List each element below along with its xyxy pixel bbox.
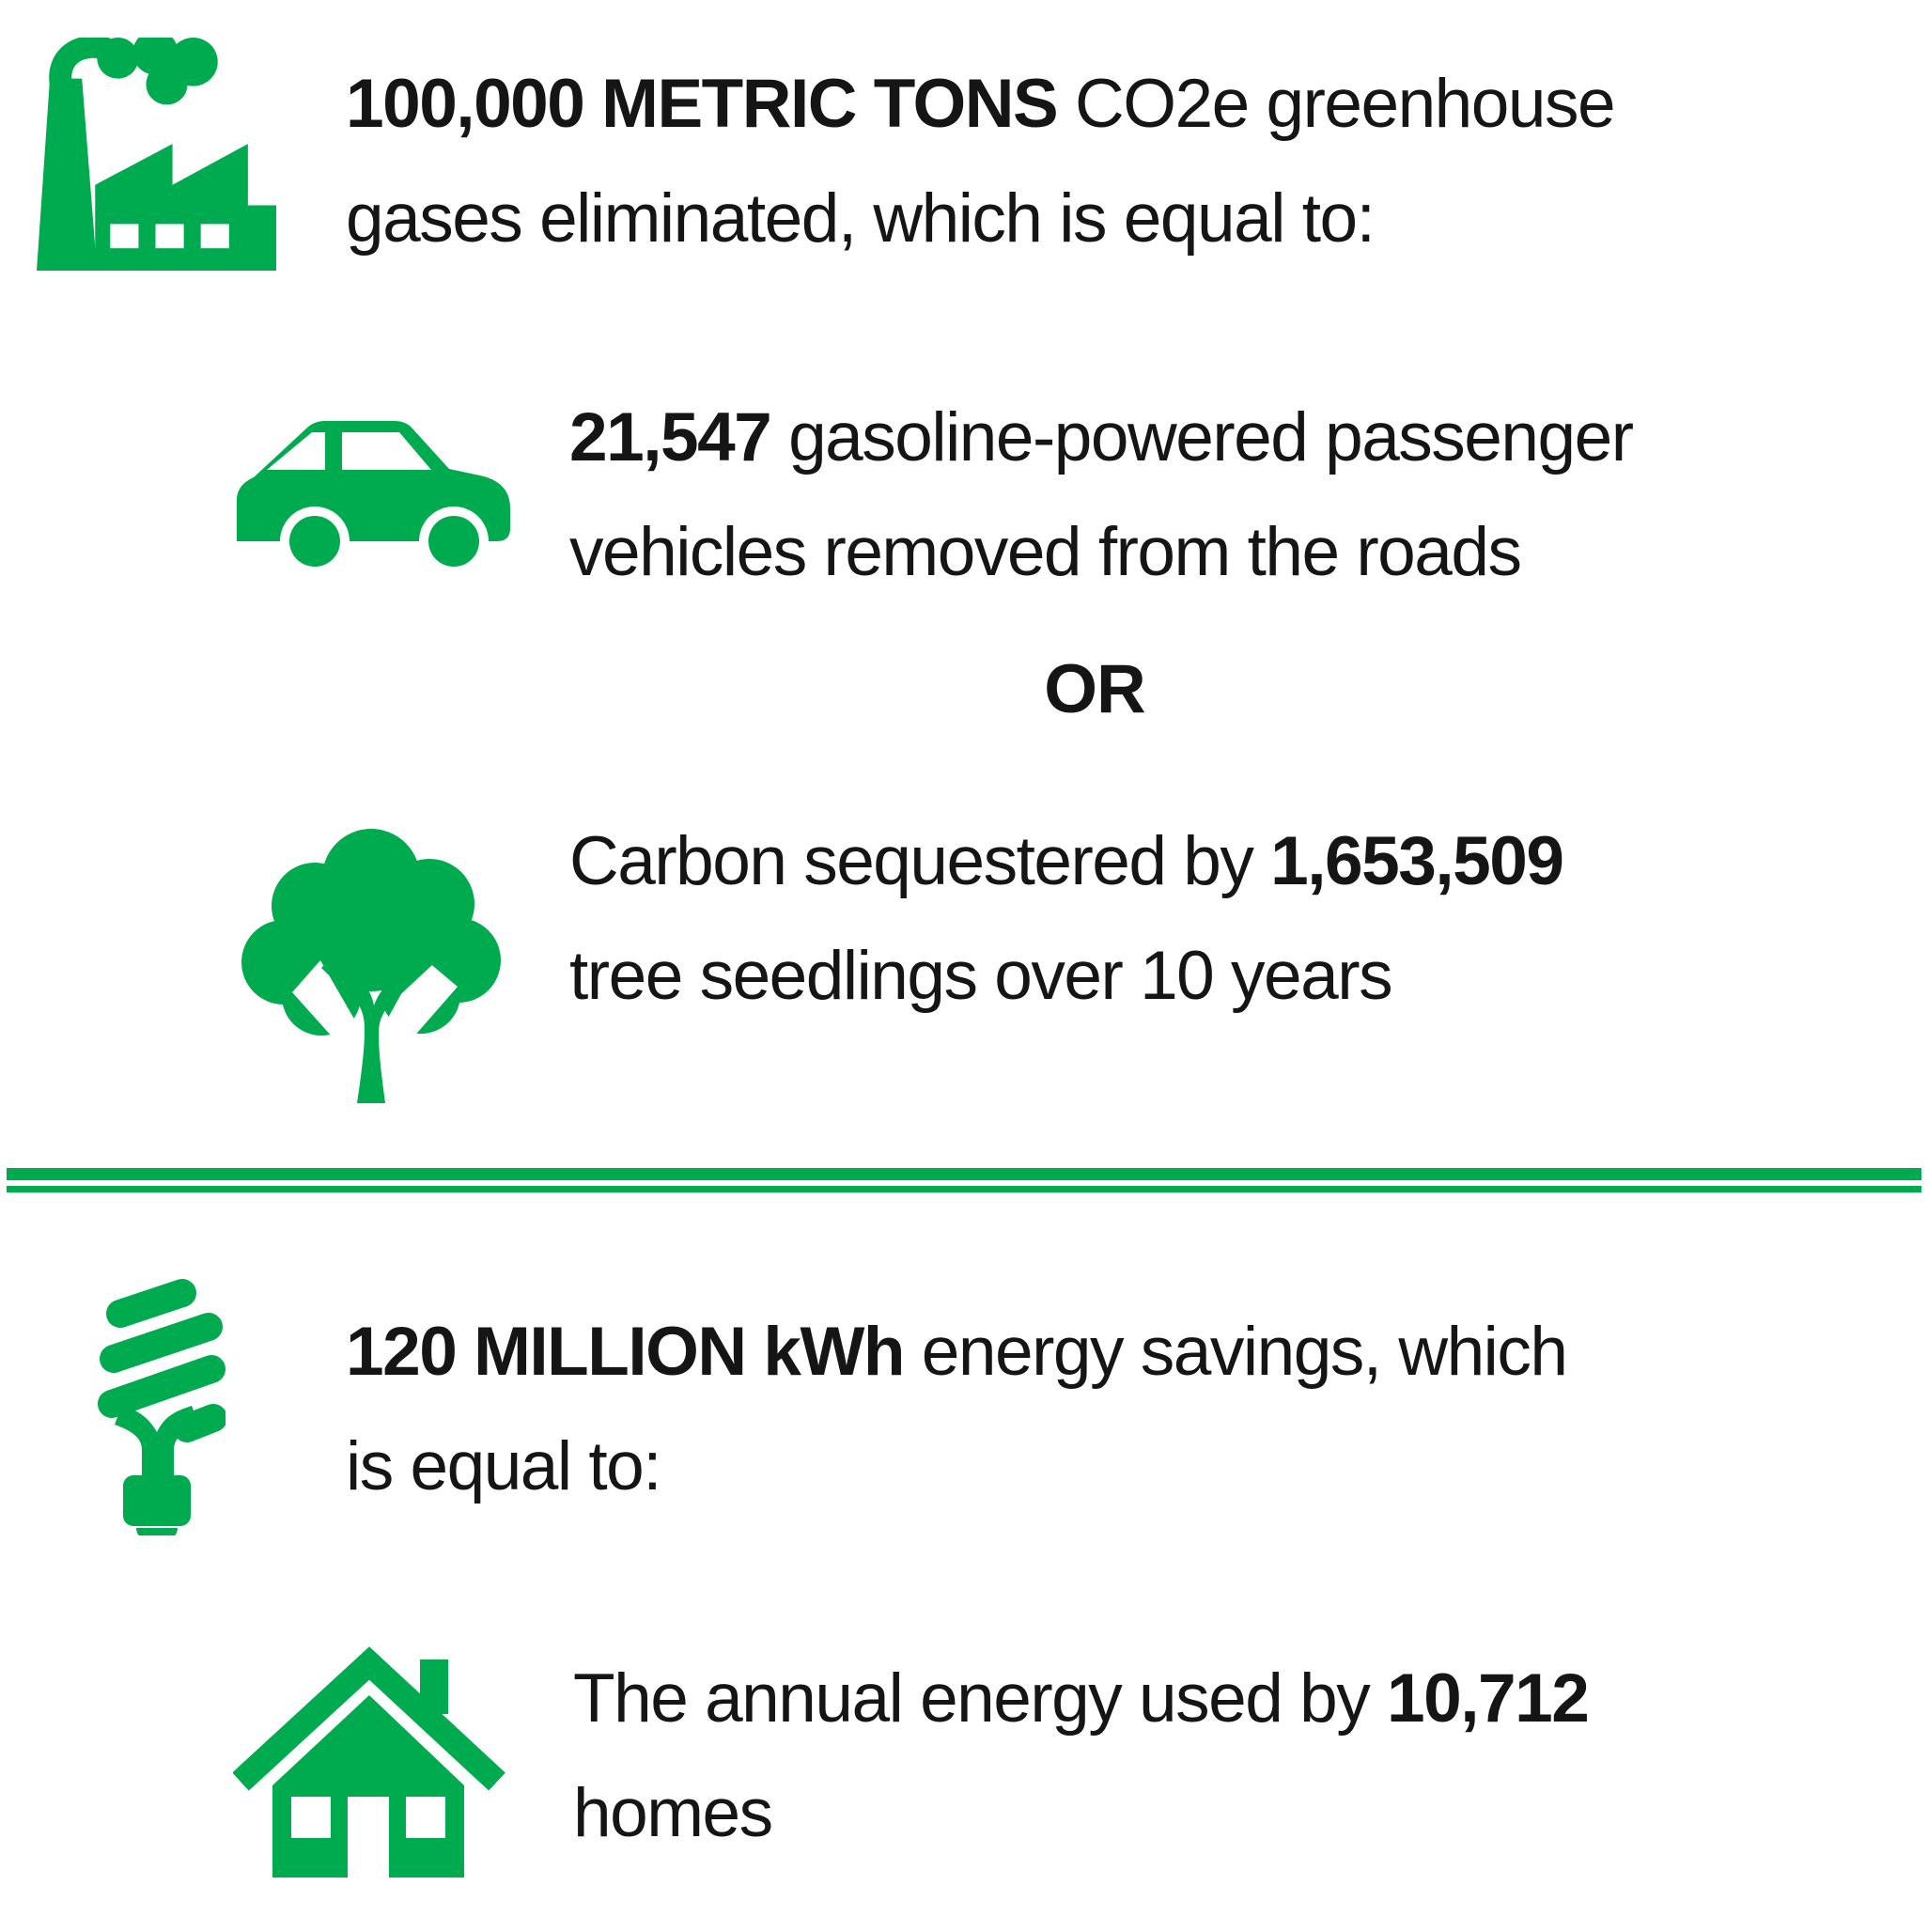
or-label: OR — [1044, 651, 1146, 727]
intro-line-1: 100,000 METRIC TONS CO2e greenhouse — [346, 47, 1616, 162]
bold-segment: 21,547 — [569, 399, 772, 475]
text-segment: gasoline-powered passenger — [770, 399, 1634, 475]
divider-thin-line — [7, 1186, 1921, 1192]
tree-icon — [230, 819, 512, 1103]
text-segment: is equal to: — [346, 1428, 662, 1504]
text-segment: Carbon sequestered by — [569, 823, 1271, 899]
factory-icon — [31, 38, 280, 271]
house-icon — [233, 1643, 505, 1877]
trees-line-2: tree seedlings over 10 years — [569, 919, 1563, 1034]
text-segment: homes — [573, 1775, 773, 1851]
text-segment: energy savings, which — [904, 1314, 1568, 1390]
text-segment: gases eliminated, which is equal to: — [346, 180, 1376, 257]
intro-line-2: gases eliminated, which is equal to: — [346, 162, 1614, 276]
vehicles-text: 21,547 gasoline-powered passenger vehicl… — [569, 381, 1634, 610]
text-segment: tree seedlings over 10 years — [569, 938, 1393, 1014]
energy-text: 120 MILLION kWh energy savings, which is… — [346, 1295, 1568, 1524]
bold-segment: 10,712 — [1387, 1660, 1590, 1737]
energy-line-2: is equal to: — [346, 1410, 1567, 1524]
vehicles-line-2: vehicles removed from the roads — [569, 495, 1633, 610]
vehicles-line-1: 21,547 gasoline-powered passenger — [569, 381, 1634, 495]
cfl-bulb-icon — [88, 1278, 225, 1535]
text-segment: CO2e greenhouse — [1057, 66, 1616, 142]
trees-line-1: Carbon sequestered by 1,653,509 — [569, 804, 1564, 919]
intro-text: 100,000 METRIC TONS CO2e greenhouse gase… — [346, 47, 1616, 276]
trees-text: Carbon sequestered by 1,653,509 tree see… — [569, 804, 1564, 1034]
text-segment: vehicles removed from the roads — [569, 514, 1522, 590]
homes-text: The annual energy used by 10,712 homes — [573, 1642, 1590, 1871]
text-segment: The annual energy used by — [573, 1660, 1388, 1737]
divider-thick-line — [7, 1168, 1921, 1180]
bold-segment: 100,000 METRIC TONS — [346, 66, 1059, 142]
homes-line-1: The annual energy used by 10,712 — [573, 1642, 1590, 1756]
homes-line-2: homes — [573, 1756, 1588, 1871]
bold-segment: 1,653,509 — [1270, 823, 1564, 899]
bold-segment: 120 MILLION kWh — [346, 1314, 906, 1390]
energy-line-1: 120 MILLION kWh energy savings, which — [346, 1295, 1568, 1410]
car-icon — [225, 412, 517, 567]
